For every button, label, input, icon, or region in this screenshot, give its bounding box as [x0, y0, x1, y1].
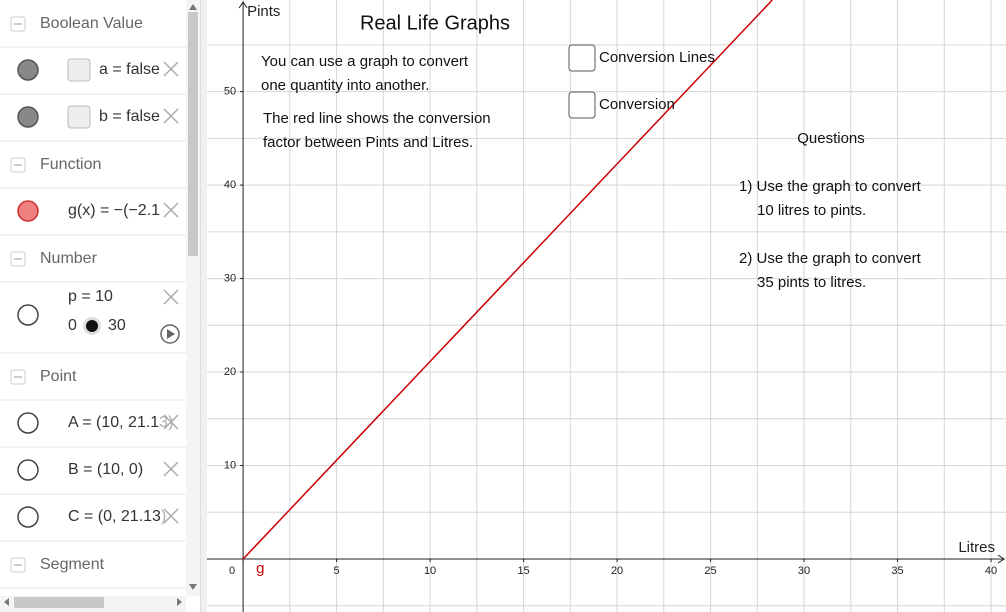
graphics-view: 0 5 10 15 20 25 30 35 40 10 20 30 40 50 Litres Pints g Re…	[207, 0, 1006, 612]
axis-arrows	[238, 1, 1005, 564]
slider-min: 0	[68, 317, 77, 334]
delete-icon[interactable]	[163, 61, 179, 77]
x-tick-label: 30	[798, 565, 810, 577]
visibility-toggle[interactable]	[17, 200, 39, 222]
x-tick-label: 10	[424, 565, 436, 577]
x-tick-label: 40	[985, 565, 997, 577]
item-definition: b = false	[99, 108, 160, 125]
question-text: 35 pints to litres.	[757, 274, 866, 291]
checkbox[interactable]	[568, 44, 596, 72]
questions-title: Questions	[797, 130, 865, 147]
item-definition: C = (0, 21.13)	[68, 508, 166, 525]
y-tick-label: 30	[224, 272, 236, 284]
question-text: 10 litres to pints.	[757, 202, 866, 219]
delete-icon[interactable]	[163, 289, 179, 305]
checkbox[interactable]	[568, 91, 596, 119]
x-tick-label: 25	[704, 565, 716, 577]
y-tick-label: 10	[224, 459, 236, 471]
delete-icon[interactable]	[163, 414, 179, 430]
y-tick-label: 40	[224, 179, 236, 191]
checkbox[interactable]	[67, 58, 91, 82]
divider[interactable]	[200, 0, 207, 612]
y-axis-label: Pints	[247, 3, 280, 20]
visibility-toggle[interactable]	[17, 412, 39, 434]
x-tick-label: 35	[891, 565, 903, 577]
item-definition: B = (10, 0)	[68, 461, 143, 478]
y-tick-label: 50	[224, 86, 236, 98]
scrollbar-thumb[interactable]	[188, 12, 198, 256]
delete-icon[interactable]	[163, 461, 179, 477]
x-tick-label: 15	[517, 565, 529, 577]
question-text: 2) Use the graph to convert	[739, 250, 922, 267]
section-title: Function	[40, 156, 101, 173]
item-definition: g(x) = −(−2.1	[68, 202, 160, 219]
visibility-toggle[interactable]	[17, 59, 39, 81]
intro-text: You can use a graph to convert	[261, 53, 469, 70]
checkbox-label: Conversion Lines	[599, 49, 715, 66]
x-tick-label: 5	[334, 565, 340, 577]
visibility-toggle[interactable]	[17, 459, 39, 481]
slider-max: 30	[108, 317, 126, 334]
x-tick-label: 0	[229, 565, 235, 577]
graph-title: Real Life Graphs	[360, 12, 510, 34]
delete-icon[interactable]	[163, 508, 179, 524]
note-text: factor between Pints and Litres.	[263, 134, 473, 151]
y-tick-label: 20	[224, 366, 236, 378]
note-text: The red line shows the conversion	[263, 110, 491, 127]
slider-knob-dot	[86, 320, 98, 332]
algebra-view: Boolean Value a = false b = false Function g…	[0, 0, 200, 612]
checkbox-label: Conversion	[599, 96, 675, 113]
question-text: 1) Use the graph to convert	[739, 178, 922, 195]
intro-text: one quantity into another.	[261, 77, 429, 94]
play-icon	[167, 329, 175, 339]
visibility-toggle[interactable]	[17, 304, 39, 326]
delete-icon[interactable]	[163, 108, 179, 124]
visibility-toggle[interactable]	[17, 106, 39, 128]
x-axis-label: Litres	[958, 539, 995, 556]
visibility-toggle[interactable]	[17, 506, 39, 528]
section-title: Number	[40, 250, 98, 267]
delete-icon[interactable]	[163, 202, 179, 218]
item-definition: p = 10	[68, 288, 113, 305]
hscroll-thumb[interactable]	[14, 597, 104, 608]
section-title: Segment	[40, 556, 105, 573]
item-definition: a = false	[99, 61, 160, 78]
item-definition: A = (10, 21.13)	[68, 414, 173, 431]
section-title: Point	[40, 368, 77, 385]
checkbox[interactable]	[67, 105, 91, 129]
section-title: Boolean Value	[40, 15, 143, 32]
x-tick-label: 20	[611, 565, 623, 577]
function-label: g	[256, 560, 264, 577]
function-line	[242, 0, 773, 560]
